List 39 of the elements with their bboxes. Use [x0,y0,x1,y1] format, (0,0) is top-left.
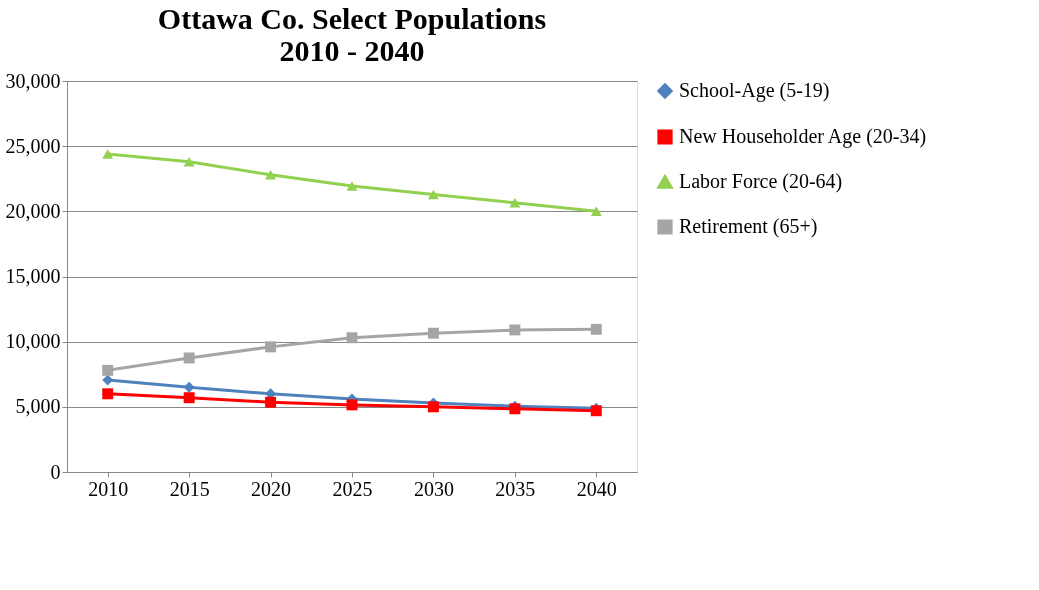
legend-label: Retirement (65+) [679,215,818,238]
y-tick-label: 25,000 [5,134,61,157]
point [102,388,114,400]
point [427,401,439,413]
point [102,364,114,376]
point [427,189,439,200]
y-tick-label: 0 [50,460,61,483]
y-tick-label: 10,000 [5,330,61,353]
legend-label: New Householder Age (20-34) [679,125,927,148]
point [183,157,195,167]
point [590,323,602,335]
x-tick-label: 2010 [88,477,129,500]
y-tick-label: 20,000 [5,199,61,222]
point [427,327,439,339]
point [590,206,602,217]
point [265,341,277,353]
chart-title: Ottawa Co. Select Populations 2010 - 2040 [157,2,547,67]
point [102,149,114,159]
point [183,352,195,364]
point [183,392,195,404]
x-tick-label: 2025 [332,477,373,500]
y-tick-label: 5,000 [15,395,61,418]
x-tick-label: 2040 [576,477,617,500]
point [346,399,358,411]
legend-label: Labor Force (20-64) [679,170,843,193]
legend-label: School-Age (5-19) [679,79,830,102]
x-tick-label: 2035 [495,477,536,500]
point [509,198,521,208]
y-tick-label: 30,000 [5,69,61,92]
point [265,170,277,180]
point [183,381,195,393]
point [346,181,358,191]
point [265,396,277,408]
point [509,324,521,336]
x-tick-label: 2030 [413,477,454,500]
point [346,332,358,344]
x-tick-label: 2015 [169,477,210,500]
y-tick-label: 15,000 [5,265,61,287]
x-tick-label: 2020 [251,477,292,500]
